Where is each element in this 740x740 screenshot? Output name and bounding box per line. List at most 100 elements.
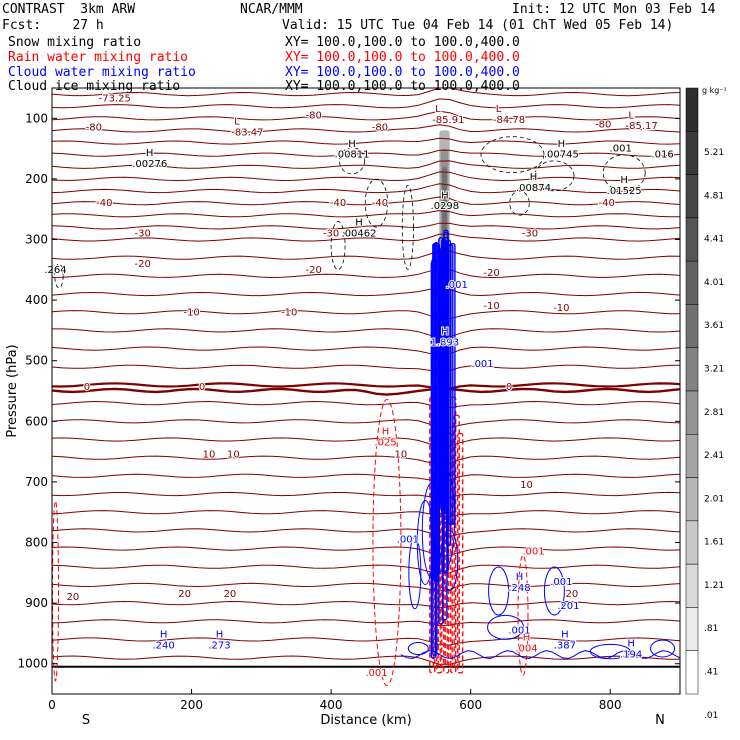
- temperature-contour-line: [52, 328, 681, 339]
- temperature-contour-line: [51, 382, 681, 391]
- temperature-contour-line: [51, 437, 681, 448]
- snow-contour: [364, 178, 389, 228]
- temperature-contour-label: -10: [553, 303, 569, 314]
- snow-extremum-marker: H: [355, 218, 363, 229]
- snow-contour: [401, 184, 414, 270]
- freezing-level-contour: [51, 387, 681, 396]
- temperature-extremum-marker: L: [496, 104, 502, 115]
- temperature-contour-label: -20: [483, 268, 499, 279]
- temperature-contour-line: [51, 196, 681, 206]
- cloud-water-contour-label: .001: [471, 359, 493, 370]
- cloud-water-contour-label: .001: [550, 577, 572, 588]
- temperature-extremum-value: -83.47: [231, 127, 263, 138]
- rain-contour: [453, 414, 460, 668]
- snow-extremum-value: .0298: [431, 201, 460, 212]
- temperature-contour-line: [51, 87, 681, 97]
- snow-extremum-marker: H: [530, 172, 538, 183]
- cloud-water-extremum-value: .240: [153, 641, 175, 652]
- cloud-water-extremum-marker: H: [441, 327, 449, 338]
- temperature-contour-line: [51, 419, 681, 429]
- colorbar-swatch: [685, 390, 699, 435]
- colorbar-swatch: [685, 520, 699, 565]
- cloud-water-extremum-marker: H: [561, 630, 569, 641]
- temperature-contour-line: [51, 183, 681, 194]
- temperature-contour-label: 0: [199, 382, 205, 393]
- cloud-water-contour: [416, 500, 434, 585]
- temperature-contour-label: -73.25: [99, 93, 131, 104]
- temperature-contour-label: -80: [305, 110, 321, 121]
- rain-contour: [51, 500, 59, 682]
- x-axis-start-label: S: [82, 713, 90, 728]
- cloud-water-contour: [421, 481, 443, 579]
- temperature-contour-line: [51, 510, 681, 518]
- snow-contour-label: .264: [44, 265, 66, 276]
- cloud-water-extremum-value: .248: [508, 583, 530, 594]
- temperature-contour-line: [51, 364, 681, 373]
- field-label-snow: Snow mixing ratio: [8, 35, 142, 50]
- snow-extremum-value: .00462: [342, 228, 377, 239]
- institution-label: NCAR/MMM: [240, 2, 303, 17]
- colorbar-swatch: [685, 434, 699, 478]
- snow-contour: [509, 190, 530, 216]
- temperature-contour-label: 20: [67, 592, 80, 603]
- snow-contour: [602, 154, 646, 192]
- temperature-extremum-marker: L: [435, 104, 441, 115]
- temperature-contour-line: [51, 528, 681, 537]
- colorbar-swatch: [685, 477, 699, 522]
- field-label-cloud-water: Cloud water mixing ratio: [8, 65, 196, 80]
- colorbar-level-label: 3.21: [704, 365, 724, 375]
- cloud-water-contour: [443, 231, 449, 524]
- field-xy-snow: XY= 100.0,100.0 to 100.0,400.0: [285, 35, 520, 50]
- snow-extremum-value: .00811: [335, 150, 370, 161]
- colorbar-level-label: 2.81: [704, 408, 724, 418]
- field-xy-rain: XY= 100.0,100.0 to 100.0,400.0: [285, 50, 520, 65]
- field-label-rain: Rain water mixing ratio: [8, 50, 189, 65]
- rain-extremum-value: .025: [374, 438, 396, 449]
- colorbar-swatch: [685, 347, 699, 392]
- temperature-contour-line: [51, 582, 681, 592]
- colorbar-level-label: 4.01: [704, 278, 724, 288]
- colorbar-swatch: [685, 260, 699, 305]
- colorbar-unit: g kg⁻¹: [702, 86, 727, 95]
- cloud-water-contour: [488, 566, 510, 616]
- snow-contour: [330, 221, 346, 270]
- temperature-extremum-marker: L: [628, 110, 634, 121]
- y-tick-label: 400: [25, 293, 48, 307]
- colorbar-level-label: 5.21: [704, 148, 724, 158]
- colorbar-level-label: .01: [704, 711, 718, 721]
- y-tick-label: 800: [25, 536, 48, 550]
- colorbar-level-label: 1.21: [704, 581, 724, 591]
- x-tick-label: 800: [599, 698, 622, 712]
- y-tick-label: 700: [25, 475, 48, 489]
- rain-extremum-marker: H: [382, 427, 390, 438]
- valid-time: Valid: 15 UTC Tue 04 Feb 14 (01 ChT Wed …: [282, 18, 674, 33]
- cloud-water-extremum-value: .387: [554, 641, 576, 652]
- rain-extremum-value: .004: [515, 644, 537, 655]
- colorbar-level-label: 4.81: [704, 191, 724, 201]
- temperature-extremum-value: -85.17: [625, 121, 657, 132]
- temperature-extremum-value: -84.78: [493, 115, 525, 126]
- rain-contour: [372, 399, 402, 686]
- temperature-contour-line: [51, 491, 681, 499]
- cloud-water-contour: [543, 566, 565, 616]
- cloud-water-contour: [487, 614, 525, 640]
- cloud-water-contour: [431, 260, 437, 526]
- temperature-extremum-value: -85.91: [432, 115, 464, 126]
- snow-contour-label: .001: [610, 144, 632, 155]
- temperature-contour-line: [51, 455, 681, 466]
- colorbar-level-label: .81: [704, 624, 718, 634]
- y-tick-label: 600: [25, 414, 48, 428]
- forecast-hour: Fcst: 27 h: [2, 18, 104, 33]
- temperature-contour-label: -20: [305, 265, 321, 276]
- cloud-water-contour: [400, 650, 681, 660]
- snow-extremum-marker: H: [441, 190, 449, 201]
- temperature-contour-line: [51, 210, 681, 218]
- field-xy-cloud-water: XY= 100.0,100.0 to 100.0,400.0: [285, 65, 520, 80]
- temperature-contour-label: -80: [86, 122, 102, 133]
- snow-extremum-value: .00874: [516, 183, 551, 194]
- cloud-water-contour: [650, 639, 676, 658]
- temperature-contour-label: -80: [595, 119, 611, 130]
- temperature-contour-label: -40: [96, 198, 112, 209]
- snow-extremum-marker: H: [558, 139, 566, 150]
